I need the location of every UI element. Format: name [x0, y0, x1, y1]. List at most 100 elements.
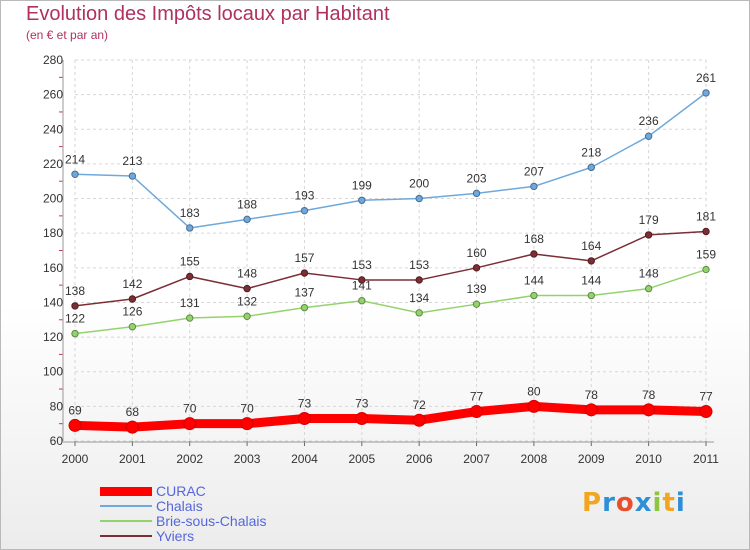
data-label-brie-sous-chalais: 159: [696, 248, 716, 262]
data-point-curac: [68, 418, 82, 432]
x-tick-label: 2011: [693, 452, 719, 466]
data-point-yviers: [587, 257, 595, 265]
data-point-brie-sous-chalais: [358, 297, 366, 305]
data-label-curac: 77: [470, 390, 484, 404]
legend-swatch: [100, 486, 152, 496]
data-point-curac: [642, 403, 656, 417]
data-point-yviers: [128, 295, 137, 303]
data-label-curac: 73: [355, 396, 369, 410]
x-tick-label: 2010: [635, 452, 662, 466]
logo-letter: i: [652, 488, 663, 518]
data-point-chalais: [530, 182, 538, 191]
data-label-brie-sous-chalais: 134: [409, 291, 429, 305]
data-label-chalais: 193: [294, 189, 314, 203]
logo-letter: t: [662, 488, 676, 518]
data-point-curac: [527, 399, 541, 413]
y-tick-label: 180: [43, 226, 63, 240]
data-point-chalais: [472, 189, 481, 198]
data-point-yviers: [644, 231, 653, 239]
data-label-chalais: 218: [581, 145, 601, 159]
data-point-curac: [470, 405, 484, 419]
data-point-chalais: [71, 170, 79, 179]
data-point-chalais: [702, 89, 710, 97]
logo-letter: r: [602, 488, 616, 518]
data-point-chalais: [644, 132, 653, 140]
data-label-brie-sous-chalais: 139: [467, 282, 487, 296]
data-point-curac: [240, 417, 254, 431]
data-label-yviers: 160: [467, 246, 487, 260]
y-tick-label: 240: [43, 122, 63, 136]
data-label-curac: 72: [413, 398, 427, 412]
data-label-brie-sous-chalais: 132: [237, 294, 257, 308]
legend-label: Yviers: [156, 528, 195, 544]
chart-subtitle: (en € et par an): [26, 28, 109, 42]
data-point-curac: [412, 413, 426, 427]
data-point-yviers: [472, 264, 481, 272]
y-tick-label: 100: [43, 365, 63, 379]
data-point-brie-sous-chalais: [128, 323, 137, 331]
data-label-curac: 78: [585, 388, 599, 402]
data-point-brie-sous-chalais: [587, 291, 595, 300]
x-tick-label: 2006: [406, 452, 433, 466]
x-tick-label: 2003: [234, 452, 261, 466]
data-label-brie-sous-chalais: 141: [352, 279, 372, 293]
data-point-curac: [355, 411, 369, 425]
data-point-yviers: [530, 250, 538, 258]
data-label-yviers: 181: [696, 209, 716, 223]
data-point-yviers: [186, 272, 194, 281]
y-tick-label: 60: [50, 434, 64, 448]
data-label-yviers: 164: [581, 239, 601, 253]
data-label-curac: 70: [240, 402, 254, 416]
data-label-chalais: 261: [696, 71, 716, 85]
y-tick-label: 220: [43, 157, 63, 171]
data-label-curac: 78: [642, 388, 656, 402]
series-line-yviers: [74, 230, 707, 307]
data-label-yviers: 153: [409, 258, 429, 272]
data-point-brie-sous-chalais: [472, 300, 481, 308]
y-tick-label: 280: [43, 53, 63, 67]
x-tick-label: 2007: [463, 452, 490, 466]
data-point-yviers: [243, 284, 251, 293]
y-tick-label: 120: [43, 330, 63, 344]
legend-label: Chalais: [156, 498, 203, 514]
data-label-brie-sous-chalais: 122: [65, 312, 85, 326]
data-point-yviers: [300, 269, 309, 277]
logo-letter: P: [582, 488, 603, 518]
data-label-yviers: 148: [237, 267, 257, 281]
data-label-chalais: 200: [409, 177, 429, 191]
x-tick-label: 2002: [176, 452, 203, 466]
data-point-chalais: [300, 206, 309, 215]
legend-label: Brie-sous-Chalais: [156, 513, 267, 529]
data-label-brie-sous-chalais: 131: [180, 296, 200, 310]
data-label-yviers: 153: [352, 258, 372, 272]
data-point-curac: [125, 420, 139, 434]
series-line-curac: [70, 401, 711, 432]
data-label-brie-sous-chalais: 148: [639, 267, 659, 281]
data-point-yviers: [415, 276, 423, 284]
legend-swatch: [100, 505, 152, 507]
data-point-yviers: [702, 227, 710, 236]
data-label-chalais: 183: [180, 206, 200, 220]
data-label-chalais: 214: [65, 152, 85, 166]
data-label-curac: 69: [68, 403, 82, 417]
x-tick-label: 2001: [119, 452, 146, 466]
data-point-yviers: [71, 302, 79, 310]
data-point-chalais: [186, 224, 194, 232]
series-line-brie-sous-chalais: [74, 268, 707, 335]
data-label-curac: 77: [699, 390, 713, 404]
data-point-brie-sous-chalais: [702, 265, 710, 274]
legend-swatch: [100, 535, 152, 537]
data-point-brie-sous-chalais: [186, 314, 194, 322]
data-point-brie-sous-chalais: [71, 329, 79, 338]
data-label-brie-sous-chalais: 144: [524, 274, 544, 288]
data-point-chalais: [358, 196, 366, 204]
data-point-chalais: [128, 172, 137, 180]
data-label-yviers: 179: [639, 213, 659, 227]
y-tick-label: 160: [43, 261, 63, 275]
y-tick-label: 140: [43, 295, 63, 309]
data-label-yviers: 155: [180, 254, 200, 268]
data-label-chalais: 188: [237, 197, 257, 211]
data-label-brie-sous-chalais: 144: [581, 274, 601, 288]
x-tick-label: 2004: [291, 452, 318, 466]
